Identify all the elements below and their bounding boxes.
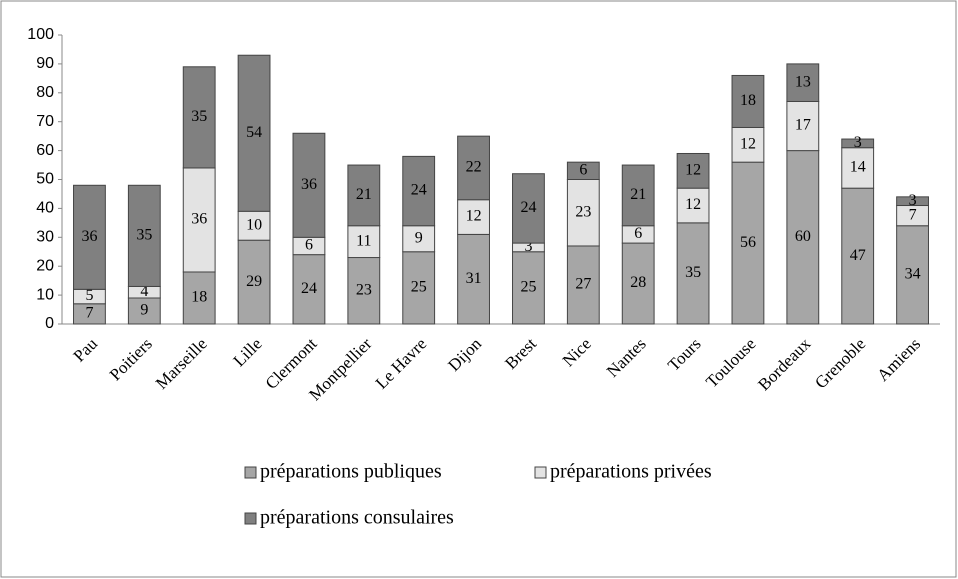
bar-segment [676,222,710,325]
bar-segment [347,225,381,259]
bar-segment [621,164,655,227]
y-tick-label: 20 [36,257,54,274]
data-label: 31 [466,270,482,287]
y-tick-label: 60 [36,142,54,159]
legend-label: préparations consulaires [260,507,454,529]
bar-segment [457,233,490,325]
data-label: 3 [909,192,917,209]
data-label: 54 [246,124,262,141]
data-label: 21 [630,186,646,203]
bar-segment [292,132,326,238]
data-label: 12 [685,196,701,213]
data-label: 14 [850,159,866,176]
legend-swatch [244,466,257,479]
data-label: 60 [795,228,811,245]
data-label: 17 [795,117,811,134]
data-label: 7 [85,305,93,322]
bar-segment [621,242,655,325]
data-label: 9 [415,229,423,246]
data-label: 12 [685,162,701,179]
bar-segment [237,54,271,212]
bar-segment [182,271,216,325]
bar-segment [237,239,271,325]
data-label: 9 [140,302,148,319]
y-tick-label: 30 [36,229,54,246]
data-label: 10 [246,216,262,233]
bar-segment [786,150,820,325]
bar-segment [676,187,710,224]
data-label: 47 [850,247,866,264]
data-label: 36 [81,228,97,245]
data-label: 34 [905,266,921,283]
bar-segment [841,187,875,325]
data-label: 36 [301,176,317,193]
bar-segment [731,126,765,163]
legend-label: préparations publiques [260,461,442,483]
data-label: 24 [520,199,536,216]
data-label: 12 [740,135,756,152]
data-label: 35 [191,108,207,125]
data-label: 6 [634,225,642,242]
data-label: 7 [909,206,917,223]
y-tick-label: 90 [36,55,54,72]
bar-segment [512,173,545,244]
bar-segment [347,164,381,227]
legend-swatch [534,466,547,479]
y-tick-label: 100 [27,26,54,43]
data-label: 35 [136,227,152,244]
bar-segment [676,152,710,189]
y-tick-label: 40 [36,200,54,217]
bar-segment [786,63,820,102]
bar-segment [786,100,820,152]
data-label: 18 [191,289,207,306]
legend-label: préparations privées [550,461,712,483]
data-label: 6 [305,237,313,254]
data-label: 22 [466,159,482,176]
y-tick-label: 10 [36,286,54,303]
data-label: 23 [575,203,591,220]
data-label: 24 [301,280,317,297]
bar-segment [457,199,490,235]
data-label: 29 [246,273,262,290]
data-label: 3 [854,134,862,151]
bar-segment [566,179,600,247]
bar-segment [402,155,436,227]
data-label: 11 [356,232,371,249]
bar-segment [841,147,875,189]
bar-segment [896,196,929,207]
data-label: 5 [85,287,93,304]
bar-segment [182,66,216,169]
data-label: 4 [140,283,148,300]
bar-segment [402,251,436,325]
bar-segment [237,210,271,241]
bar-segment [73,184,106,290]
data-label: 27 [575,276,591,293]
data-label: 18 [740,92,756,109]
y-tick-label: 0 [45,315,54,332]
data-label: 23 [356,281,372,298]
data-label: 25 [520,279,536,296]
data-label: 36 [191,211,207,228]
data-label: 12 [466,208,482,225]
data-label: 3 [524,238,532,255]
bar-segment [127,184,161,287]
data-label: 56 [740,234,756,251]
bar-segment [731,74,765,128]
legend-swatch [244,512,257,525]
bar-segment [841,138,875,149]
data-label: 24 [411,182,427,199]
data-label: 28 [630,274,646,291]
bar-segment [182,167,216,273]
data-label: 21 [356,186,372,203]
data-label: 13 [795,73,811,90]
y-tick-label: 50 [36,171,54,188]
bar-segment [566,161,600,181]
y-tick-label: 80 [36,84,54,101]
y-tick-label: 70 [36,113,54,130]
data-label: 6 [579,162,587,179]
data-label: 35 [685,264,701,281]
data-label: 25 [411,279,427,296]
bar-segment [457,135,490,201]
